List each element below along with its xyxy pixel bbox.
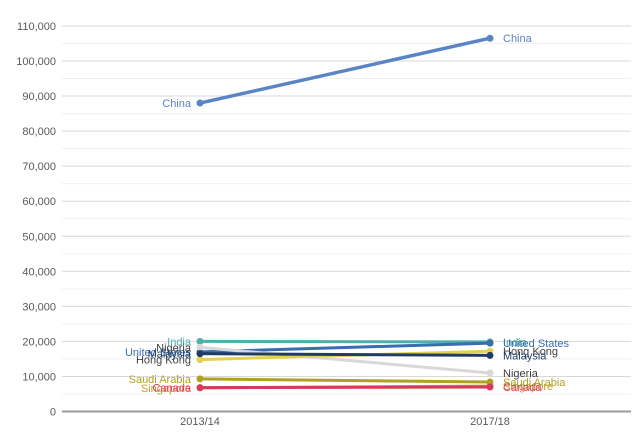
y-axis-tick-label: 40,000 bbox=[22, 266, 56, 278]
data-point-start bbox=[196, 343, 204, 351]
series-saudi-arabia bbox=[196, 375, 494, 386]
series-labels-united-states: United States United States bbox=[125, 338, 570, 359]
series-label-left: India bbox=[167, 336, 192, 348]
series-line bbox=[198, 345, 492, 375]
series-labels-saudi-arabia: Saudi Arabia Saudi Arabia bbox=[129, 374, 567, 389]
series-label-left: Canada bbox=[152, 383, 191, 395]
series-line bbox=[198, 385, 492, 390]
y-axis-tick-label: 50,000 bbox=[22, 231, 56, 243]
data-point-end bbox=[486, 34, 494, 42]
data-point-start bbox=[196, 99, 204, 107]
y-axis-tick-label: 80,000 bbox=[22, 126, 56, 138]
series-labels-nigeria: Nigeria Nigeria bbox=[156, 342, 539, 380]
series-label-left: Malaysia bbox=[148, 349, 192, 361]
series-label-right: Singapore bbox=[503, 381, 553, 393]
series-label-right: Nigeria bbox=[503, 368, 539, 380]
y-axis-tick-label: 20,000 bbox=[22, 336, 56, 348]
y-axis-tick-label: 60,000 bbox=[22, 196, 56, 208]
data-point-start bbox=[196, 384, 204, 392]
series-label-left: Nigeria bbox=[156, 342, 192, 354]
data-point-end bbox=[486, 383, 494, 391]
series-label-left: Singapore bbox=[141, 383, 191, 395]
series-labels-malaysia: Malaysia Malaysia bbox=[148, 349, 548, 363]
series-line bbox=[198, 352, 492, 357]
data-point-start bbox=[196, 375, 204, 383]
series-label-right: Malaysia bbox=[503, 350, 547, 362]
series-canada bbox=[196, 383, 494, 392]
series-line bbox=[198, 36, 492, 105]
data-point-start bbox=[196, 350, 204, 358]
series-malaysia bbox=[196, 350, 494, 359]
data-point-end bbox=[486, 378, 494, 386]
series-china bbox=[196, 34, 494, 107]
data-point-start bbox=[196, 356, 204, 364]
series-label-left: Saudi Arabia bbox=[129, 374, 192, 386]
series-label-left: China bbox=[162, 98, 192, 110]
series-label-right: India bbox=[503, 337, 528, 349]
series-label-right: Canada bbox=[503, 382, 542, 394]
series-line bbox=[198, 377, 492, 384]
x-axis-tick-label: 2017/18 bbox=[470, 416, 510, 428]
data-point-start bbox=[196, 337, 204, 345]
y-axis-tick-label: 10,000 bbox=[22, 371, 56, 383]
series-labels-canada: Canada Canada bbox=[152, 382, 542, 395]
y-axis-tick-label: 110,000 bbox=[17, 21, 56, 33]
series-label-right: Hong Kong bbox=[503, 346, 558, 358]
series-labels-singapore: Singapore Singapore bbox=[141, 381, 553, 395]
series-nigeria bbox=[196, 343, 494, 377]
series-label-right: United States bbox=[503, 338, 570, 350]
y-axis-tick-label: 100,000 bbox=[16, 56, 56, 68]
series-labels-hong-kong: Hong Kong Hong Kong bbox=[136, 346, 558, 366]
series-label-right: Saudi Arabia bbox=[503, 377, 566, 389]
y-axis-tick-label: 30,000 bbox=[22, 301, 56, 313]
y-axis-tick-label: 90,000 bbox=[22, 91, 56, 103]
data-point-end bbox=[486, 339, 494, 347]
data-point-end bbox=[486, 351, 494, 359]
y-axis-tick-label: 0 bbox=[50, 407, 56, 419]
series-label-left: United States bbox=[125, 347, 192, 359]
series-line bbox=[198, 339, 492, 344]
data-point-end bbox=[486, 369, 494, 377]
series-label-right: China bbox=[503, 33, 533, 45]
y-axis-tick-label: 70,000 bbox=[22, 161, 56, 173]
series-label-left: Hong Kong bbox=[136, 355, 191, 367]
series-labels-china: China China bbox=[162, 33, 532, 110]
x-axis-tick-label: 2013/14 bbox=[180, 416, 220, 428]
series-labels-india: India India bbox=[167, 336, 528, 349]
